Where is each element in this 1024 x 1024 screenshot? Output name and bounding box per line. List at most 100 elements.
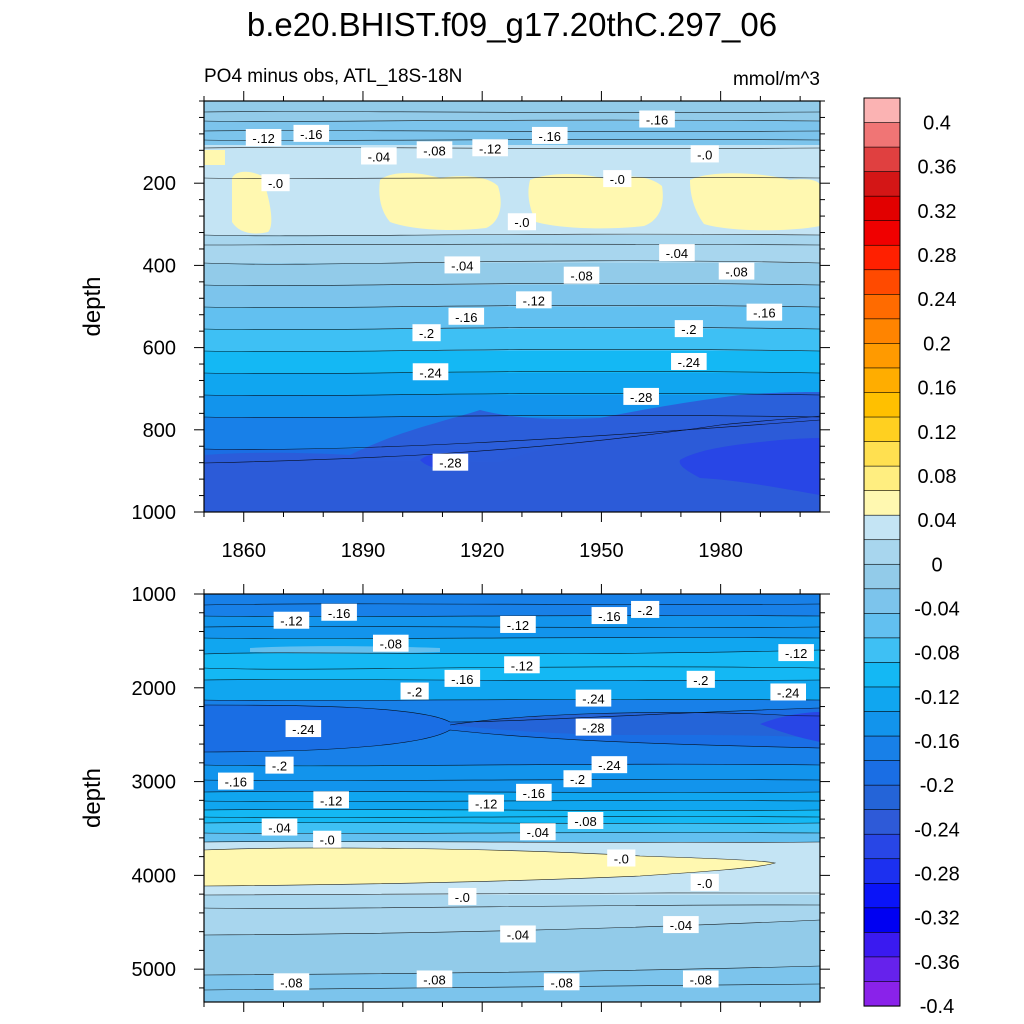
svg-text:-.12: -.12 bbox=[785, 646, 807, 661]
svg-text:-.0: -.0 bbox=[614, 851, 629, 866]
contour-label: -.12 bbox=[500, 615, 536, 633]
colorbar-label: 0.16 bbox=[918, 378, 957, 400]
x-tick-label: 1920 bbox=[460, 540, 505, 562]
colorbar-label: -0.16 bbox=[914, 731, 960, 753]
colorbar-swatch bbox=[863, 613, 901, 639]
y-tick-label: 200 bbox=[143, 173, 176, 195]
colorbar-swatch bbox=[863, 981, 901, 1007]
svg-text:-.2: -.2 bbox=[272, 759, 287, 774]
y-tick-label: 400 bbox=[143, 255, 176, 277]
contour-label: -.08 bbox=[543, 973, 580, 991]
colorbar-swatch bbox=[863, 858, 901, 884]
contour-label: -.0 bbox=[261, 174, 290, 192]
contour-label: -.24 bbox=[575, 689, 612, 707]
colorbar-swatch bbox=[863, 490, 901, 516]
contour-label: -.24 bbox=[770, 683, 807, 701]
colorbar-swatch bbox=[863, 318, 901, 345]
contour-label: -.16 bbox=[448, 307, 485, 325]
colorbar-label: -0.4 bbox=[920, 996, 954, 1018]
svg-text:-.16: -.16 bbox=[451, 672, 473, 687]
colorbar-frame bbox=[863, 97, 901, 1007]
contour-label: -.28 bbox=[575, 718, 612, 736]
contour-label: -.08 bbox=[563, 266, 600, 284]
colorbar-swatch bbox=[863, 441, 901, 467]
svg-text:-.2: -.2 bbox=[570, 772, 585, 787]
y-tick-label: 4000 bbox=[132, 865, 177, 887]
colorbar-swatch bbox=[863, 711, 901, 737]
colorbar-label: -0.28 bbox=[914, 863, 960, 885]
contour-label: -.2 bbox=[563, 770, 592, 788]
contour-label: -.24 bbox=[285, 720, 322, 738]
svg-text:-.04: -.04 bbox=[268, 821, 290, 836]
colorbar-swatch bbox=[863, 244, 901, 271]
contour-label: -.24 bbox=[412, 363, 449, 381]
contour-label: -.24 bbox=[591, 756, 628, 774]
svg-text:-.24: -.24 bbox=[598, 758, 620, 773]
svg-text:-.16: -.16 bbox=[328, 606, 350, 621]
svg-text:-.04: -.04 bbox=[368, 149, 390, 164]
lower-field bbox=[204, 594, 820, 1002]
contour-label: -.28 bbox=[623, 387, 659, 405]
y-axis-title: depth bbox=[79, 276, 106, 336]
colorbar-label: 0 bbox=[931, 554, 942, 576]
colorbar-swatch bbox=[863, 637, 901, 664]
svg-text:-.0: -.0 bbox=[320, 833, 335, 848]
contour-label: -.08 bbox=[416, 970, 453, 988]
svg-text:-.12: -.12 bbox=[479, 141, 501, 156]
svg-text:-.08: -.08 bbox=[423, 143, 445, 158]
colorbar-swatch bbox=[863, 563, 901, 590]
colorbar-label: 0.2 bbox=[923, 333, 951, 355]
y-tick-label: 1000 bbox=[132, 584, 177, 606]
svg-text:-.0: -.0 bbox=[610, 172, 625, 187]
contour-label: -.0 bbox=[690, 145, 719, 163]
svg-text:-.04: -.04 bbox=[670, 918, 692, 933]
contour-label: -.28 bbox=[432, 453, 469, 471]
svg-text:-.12: -.12 bbox=[507, 618, 529, 633]
svg-text:-.2: -.2 bbox=[681, 322, 696, 337]
contour-label: -.12 bbox=[245, 128, 282, 146]
upper-plot-frame bbox=[203, 100, 821, 513]
upper-contour-labels: -.12 -.16 -.04 -.08 -.12 -.16 -.16 -.0 -.0 -.0 -.0… bbox=[245, 110, 783, 471]
contour-label: -.12 bbox=[504, 656, 540, 674]
lower-contour-labels: -.12 -.16 -.08 -.12 -.16 -.2 -.12 -.12 -.16 -.2 -.… bbox=[217, 600, 814, 991]
contour-label: -.04 bbox=[659, 244, 695, 262]
x-tick-label: 1950 bbox=[579, 540, 624, 562]
lower-axes: 1000 2000 3000 4000 5000 depth bbox=[79, 584, 830, 1012]
upper-panel: -.12 -.16 -.04 -.08 -.12 -.16 -.16 -.0 -.0 -.0 -.0… bbox=[79, 91, 830, 562]
colorbar-swatch bbox=[863, 662, 901, 688]
svg-text:-.24: -.24 bbox=[419, 365, 441, 380]
contour-label: -.16 bbox=[531, 126, 568, 144]
upper-axes: 1860 1890 1920 1950 1980 200 400 600 800 1000 dept… bbox=[79, 91, 830, 562]
y-tick-label: 800 bbox=[143, 420, 176, 442]
svg-text:-.04: -.04 bbox=[507, 927, 529, 942]
contour-label: -.04 bbox=[663, 916, 699, 934]
svg-text:-.08: -.08 bbox=[690, 972, 712, 987]
svg-text:-.12: -.12 bbox=[280, 614, 302, 629]
chart-subtitle: PO4 minus obs, ATL_18S-18N bbox=[204, 66, 462, 87]
colorbar-label: -0.32 bbox=[914, 908, 960, 930]
contour-label: -.16 bbox=[293, 124, 330, 142]
contour-label: -.12 bbox=[778, 644, 814, 662]
colorbar-swatch bbox=[863, 195, 901, 222]
colorbar-swatch bbox=[863, 343, 901, 369]
contour-label: -.0 bbox=[607, 849, 636, 867]
svg-text:-.16: -.16 bbox=[523, 786, 545, 801]
y-tick-label: 3000 bbox=[132, 772, 177, 794]
contour-label: -.04 bbox=[361, 147, 397, 165]
contour-label: -.08 bbox=[372, 634, 409, 652]
colorbar-swatch bbox=[863, 735, 901, 762]
colorbar-swatch bbox=[863, 416, 901, 443]
colorbar-label: -0.2 bbox=[920, 775, 954, 797]
colorbar-swatch bbox=[863, 367, 901, 394]
contour-label: -.04 bbox=[500, 925, 536, 943]
colorbar-label: -0.36 bbox=[914, 952, 960, 974]
svg-text:-.24: -.24 bbox=[777, 685, 799, 700]
svg-text:-.24: -.24 bbox=[582, 692, 604, 707]
y-tick-label: 2000 bbox=[132, 678, 177, 700]
svg-text:-.08: -.08 bbox=[550, 975, 572, 990]
colorbar-label: -0.08 bbox=[914, 643, 960, 665]
svg-text:-.16: -.16 bbox=[646, 112, 668, 127]
contour-label: -.16 bbox=[746, 303, 783, 321]
colorbar-swatch bbox=[863, 588, 901, 614]
contour-label: -.12 bbox=[313, 791, 349, 809]
